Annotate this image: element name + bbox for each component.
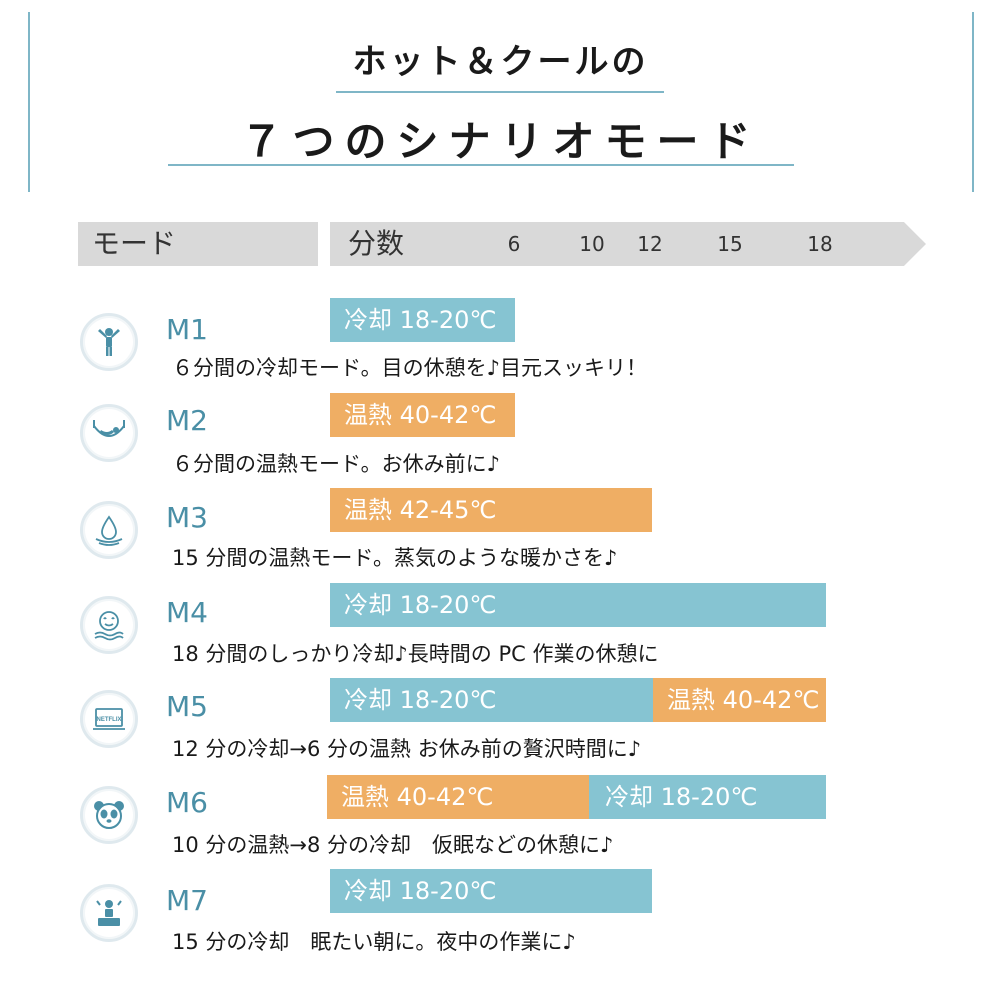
tick-label: 10 [579, 232, 605, 256]
mode-bar-segment: 温熱 42-45℃ [330, 488, 652, 532]
mode-bar-segment: 冷却 18-20℃ [330, 583, 826, 627]
mode-name: M5 [166, 690, 208, 723]
mode-name: M7 [166, 884, 208, 917]
mode-bar-segment: 冷却 18-20℃ [589, 775, 826, 819]
mode-description: 12 分の冷却→6 分の温熱 お休み前の贅沢時間に♪ [172, 737, 642, 761]
title-underline-1 [336, 91, 664, 93]
mode-name: M4 [166, 596, 208, 629]
minutes-column-header: 分数 [348, 227, 405, 260]
mode-name: M6 [166, 786, 208, 819]
left-border-line [28, 12, 30, 192]
netflix-laptop-icon: NETFLIX [80, 690, 138, 748]
panda-icon [80, 786, 138, 844]
mode-description: 10 分の温熱→8 分の冷却 仮眠などの休憩に♪ [172, 833, 614, 857]
title-line-2: ７つのシナリオモード [240, 117, 761, 166]
mode-bar-segment: 冷却 18-20℃ [330, 869, 652, 913]
tick-label: 15 [717, 232, 743, 256]
tick-label: 12 [637, 232, 663, 256]
mode-name: M1 [166, 313, 208, 346]
mode-bar-segment: 温熱 40-42℃ [330, 393, 515, 437]
title-line-1: ホット＆クールの [352, 42, 649, 82]
mode-bar-segment: 温熱 40-42℃ [327, 775, 589, 819]
time-axis-arrow [330, 222, 926, 266]
mode-column-header: モード [78, 222, 318, 266]
right-border-line [972, 12, 974, 192]
mode-description: ６分間の冷却モード。目の休憩を♪目元スッキリ！ [172, 356, 647, 380]
mode-description: 15 分の冷却 眠たい朝に。夜中の作業に♪ [172, 930, 576, 954]
water-drop-icon [80, 501, 138, 559]
mode-bar-segment: 温熱 40-42℃ [653, 678, 826, 722]
dj-person-icon [80, 884, 138, 942]
title-underline-2 [168, 164, 794, 166]
mode-bar-segment: 冷却 18-20℃ [330, 678, 653, 722]
tick-label: 18 [807, 232, 833, 256]
netflix-text: NETFLIX [97, 717, 122, 723]
hammock-icon [80, 404, 138, 462]
relaxed-face-icon [80, 596, 138, 654]
mode-description: ６分間の温熱モード。お休み前に♪ [172, 452, 500, 476]
mode-name: M2 [166, 404, 208, 437]
person-stretching-icon [80, 313, 138, 371]
mode-bar-segment: 冷却 18-20℃ [330, 298, 515, 342]
mode-description: 18 分間のしっかり冷却♪長時間の PC 作業の休憩に [172, 642, 659, 666]
tick-label: 6 [507, 232, 521, 256]
mode-name: M3 [166, 501, 208, 534]
mode-description: 15 分間の温熱モード。蒸気のような暖かさを♪ [172, 546, 618, 570]
